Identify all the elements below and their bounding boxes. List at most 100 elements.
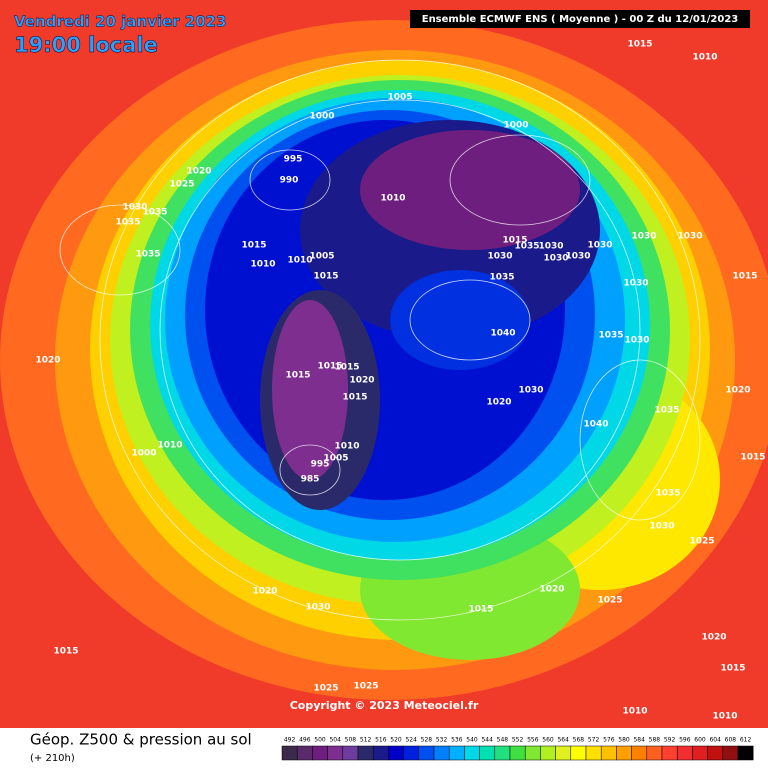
isobar-label: 1020 [186,167,211,177]
isobar-label: 1015 [334,363,359,373]
isobar-label: 1020 [35,356,60,366]
color-scale: 492 496 500 504 508 512 516 520 524 528 532 536 540 5… [281,737,754,761]
isobar-label: 1015 [285,371,310,381]
scale-swatch [464,745,480,761]
isobar-label: 1015 [317,362,342,372]
isobar-label: 995 [311,460,330,470]
isobar-label: 1015 [468,605,493,615]
isobar-label: 1005 [323,454,348,464]
scale-swatch [479,745,496,761]
scale-label: 556 [527,737,539,744]
isobar-label: 1025 [353,682,378,692]
scale-label: 568 [573,737,585,744]
isobar-label: 985 [301,475,320,485]
isobar-label: 1030 [538,242,563,252]
isobar-label: 1040 [490,329,515,339]
isobar-label: 1020 [486,398,511,408]
scale-label: 528 [421,737,433,744]
isobar-label: 1035 [598,331,623,341]
isobar-labels: 1015 1010 1005 1000 1000 995 990 1020 1025 1010 10… [35,40,765,722]
isobar-label: 1035 [489,273,514,283]
scale-label: 524 [405,737,417,744]
scale-label: 580 [618,737,630,744]
isobar-label: 1015 [720,664,745,674]
scale-label: 500 [314,737,326,744]
scale-label: 508 [345,737,357,744]
scale-label: 552 [512,737,524,744]
scale-label: 596 [679,737,691,744]
isobar-label: 1030 [677,232,702,242]
isobar-label: 1030 [518,386,543,396]
scale-swatch [327,745,344,761]
isobar-label: 1000 [131,449,156,459]
scale-swatch [433,745,450,761]
scale-swatch [722,745,739,761]
isobar-label: 1035 [655,489,680,499]
isobar-label: 1030 [543,254,568,264]
scale-swatch [692,745,708,761]
scale-label: 612 [740,737,752,744]
isobar-label: 1030 [623,279,648,289]
isobar-label: 1010 [334,442,359,452]
isobar-label: 1020 [349,376,374,386]
scale-swatch [540,745,556,761]
scale-swatch [312,745,328,761]
model-box [410,10,750,28]
isobar-label: 1035 [514,242,539,252]
scale-label: 588 [649,737,661,744]
isobar-label: 1015 [740,453,765,463]
isobar-label: 1030 [122,203,147,213]
scale-label: 600 [694,737,706,744]
isobar-label: 1025 [169,180,194,190]
scale-swatch [418,745,435,761]
scale-label: 512 [360,737,372,744]
footer-title: Géop. Z500 & pression au sol [30,731,252,749]
scale-swatch [448,745,465,761]
scale-swatch [494,745,511,761]
scale-label: 564 [557,737,569,744]
isobar-label: 1025 [597,596,622,606]
footer-lead: (+ 210h) [30,753,75,764]
time: 19:00 locale [14,33,158,57]
isobar-label: 1010 [692,53,717,63]
isobar-label: 1035 [142,208,167,218]
isobar-label: 1030 [624,336,649,346]
isobar-label: 1020 [725,386,750,396]
isobar-label: 995 [284,155,303,165]
isobar-label: 1010 [380,194,405,204]
isobar-label: 1010 [250,260,275,270]
isobar-label: 1010 [287,256,312,266]
isobar-label: 1035 [135,250,160,260]
isobar-label: 1015 [502,236,527,246]
scale-swatch [661,745,678,761]
isobar-label: 1020 [539,585,564,595]
isobar-label: 1020 [252,587,277,597]
isobar-label: 990 [280,176,299,186]
scale-label: 520 [390,737,402,744]
scale-label: 576 [603,737,615,744]
isobar-label: 1035 [115,218,140,228]
model-info: Ensemble ECMWF ENS ( Moyenne ) - 00 Z du… [422,14,739,25]
scale-swatch [388,745,404,761]
isobar-label: 1030 [631,232,656,242]
scale-label: 532 [436,737,448,744]
isobar-label: 1000 [503,121,528,131]
isobar-label: 1040 [583,420,608,430]
scale-swatch [646,745,663,761]
scale-label: 540 [466,737,478,744]
scale-label: 584 [633,737,645,744]
scale-swatch [585,745,602,761]
scale-swatch [372,745,389,761]
scale-label: 536 [451,737,463,744]
scale-label: 548 [497,737,509,744]
scale-swatch [737,745,754,761]
scale-label: 516 [375,737,387,744]
isobar-label: 1015 [732,272,757,282]
scale-label: 496 [299,737,311,744]
isobar-label: 1020 [701,633,726,643]
isobar-label: 1025 [689,537,714,547]
scale-swatch [600,745,617,761]
isobar-label: 1035 [654,406,679,416]
scale-label: 608 [725,737,737,744]
isobar-label: 1010 [712,712,737,722]
